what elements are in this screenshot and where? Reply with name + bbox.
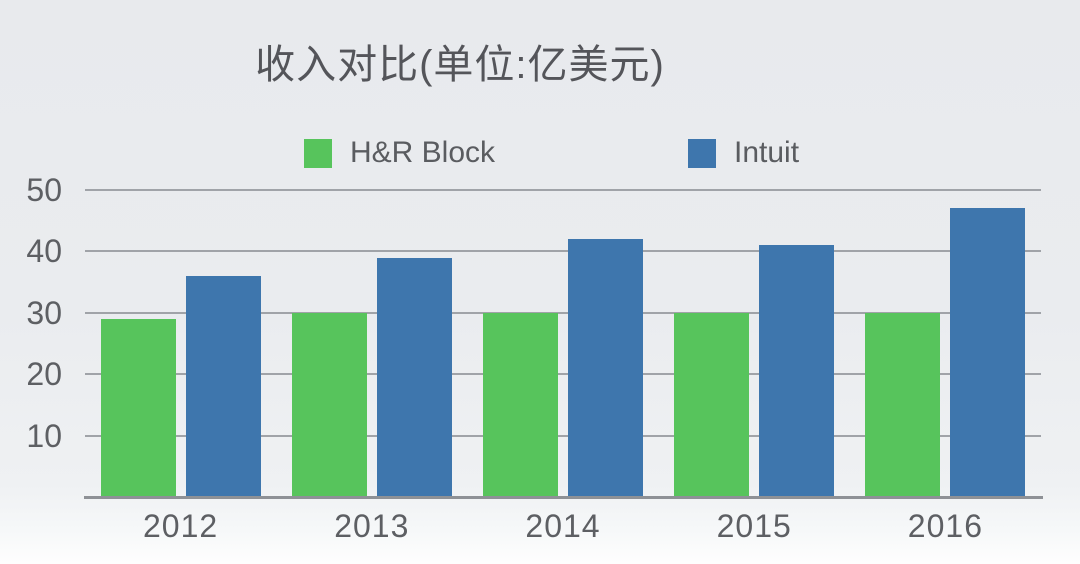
bar-intuit [185, 275, 261, 497]
y-tick-label: 30 [26, 294, 62, 331]
legend-item-hr-block: H&R Block [304, 136, 496, 169]
legend-swatch-hr-block [304, 138, 332, 168]
bar-h-r-block [100, 318, 176, 497]
plot-area [85, 189, 1041, 497]
legend-swatch-intuit [688, 138, 716, 168]
y-tick-label: 50 [26, 172, 62, 208]
bar-intuit [568, 239, 643, 497]
x-tick-label: 2015 [716, 508, 792, 544]
y-tick-label: 40 [26, 233, 62, 270]
x-tick-label: 2012 [143, 508, 219, 544]
y-tick-label: 20 [26, 356, 62, 393]
gridline [85, 250, 1041, 253]
bar-h-r-block [674, 312, 750, 497]
bar-intuit [376, 257, 452, 497]
gridline [85, 434, 1041, 437]
gridline [85, 373, 1041, 376]
legend-label-intuit: Intuit [734, 136, 800, 169]
bar-intuit [759, 245, 835, 497]
bar-h-r-block [865, 312, 941, 497]
x-tick-label: 2016 [907, 508, 983, 544]
y-tick-label: 10 [26, 417, 62, 454]
x-tick-label: 2014 [525, 508, 601, 544]
chart-title: 收入对比(单位:亿美元) [255, 43, 665, 87]
x-axis-line [84, 496, 1043, 499]
legend-item-intuit: Intuit [688, 136, 800, 169]
y-axis-labels: 10 20 30 40 50 [0, 174, 62, 497]
legend-label-hr-block: H&R Block [350, 136, 496, 169]
x-tick-label: 2013 [334, 508, 410, 544]
x-axis-labels: 2012 2013 2014 2015 2016 [85, 508, 1041, 548]
gridline [85, 311, 1041, 314]
gridline [85, 189, 1041, 191]
bar-h-r-block [483, 312, 558, 497]
bar-h-r-block [291, 312, 367, 497]
bar-intuit [950, 208, 1026, 497]
